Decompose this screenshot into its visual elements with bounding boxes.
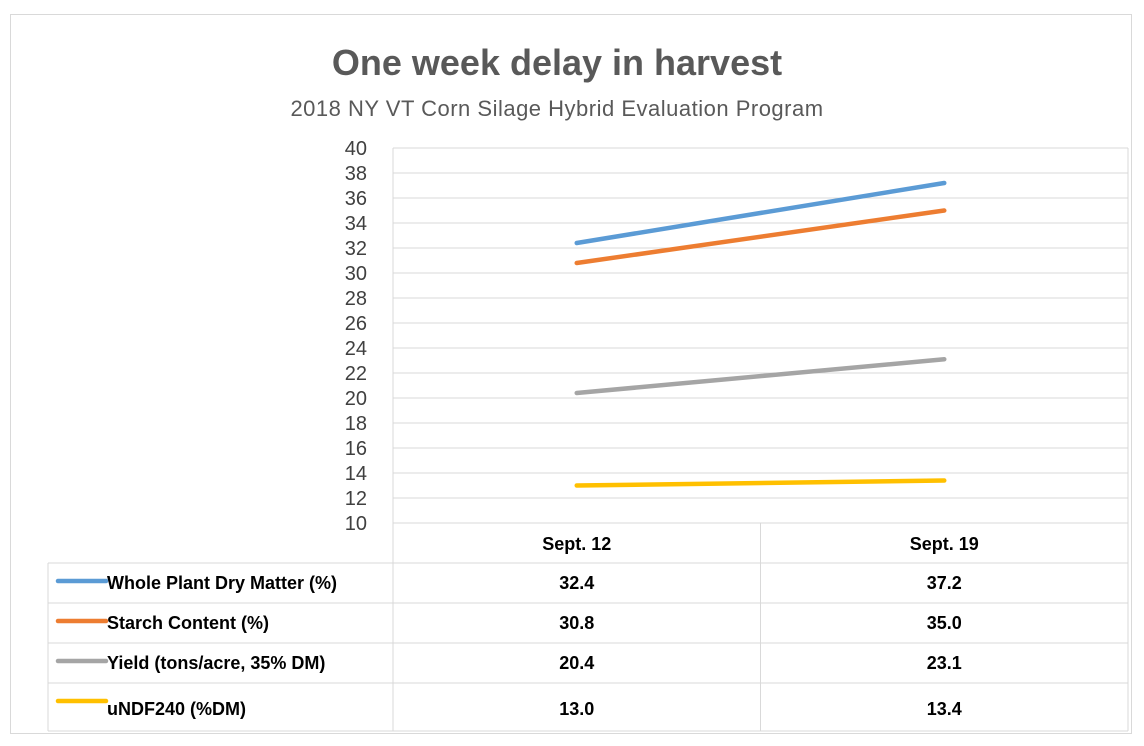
y-tick-label: 32 <box>345 238 367 260</box>
y-tick-label: 34 <box>345 213 367 235</box>
data-label: 13.4 <box>927 699 962 719</box>
y-tick-label: 14 <box>345 463 367 485</box>
series-name: uNDF240 (%DM) <box>107 699 246 719</box>
chart-frame <box>10 14 1132 734</box>
data-label: 13.0 <box>559 699 594 719</box>
y-tick-label: 18 <box>345 413 367 435</box>
category-label: Sept. 12 <box>542 534 611 554</box>
y-tick-label: 40 <box>345 138 367 160</box>
y-tick-label: 38 <box>345 163 367 185</box>
y-tick-label: 12 <box>345 488 367 510</box>
series-name: Starch Content (%) <box>107 613 269 633</box>
data-label: 30.8 <box>559 613 594 633</box>
data-label: 20.4 <box>559 653 594 673</box>
data-label: 35.0 <box>927 613 962 633</box>
y-tick-label: 20 <box>345 388 367 410</box>
chart-title: One week delay in harvest <box>331 42 783 83</box>
y-tick-label: 22 <box>345 363 367 385</box>
series-line-2 <box>574 208 947 266</box>
y-tick-label: 24 <box>345 338 367 360</box>
data-label: 32.4 <box>559 573 594 593</box>
series-line-3 <box>574 357 947 396</box>
series-name: Yield (tons/acre, 35% DM) <box>107 653 325 673</box>
series-name: Whole Plant Dry Matter (%) <box>107 573 337 593</box>
y-tick-label: 28 <box>345 288 367 310</box>
y-tick-label: 16 <box>345 438 367 460</box>
category-label: Sept. 19 <box>910 534 979 554</box>
y-tick-label: 10 <box>345 513 367 535</box>
y-tick-label: 36 <box>345 188 367 210</box>
chart-subtitle: 2018 NY VT Corn Silage Hybrid Evaluation… <box>290 96 824 121</box>
series-line-1 <box>574 180 947 246</box>
y-tick-label: 26 <box>345 313 367 335</box>
data-label: 37.2 <box>927 573 962 593</box>
data-label: 23.1 <box>927 653 962 673</box>
y-tick-label: 30 <box>345 263 367 285</box>
series-line-4 <box>574 478 947 488</box>
